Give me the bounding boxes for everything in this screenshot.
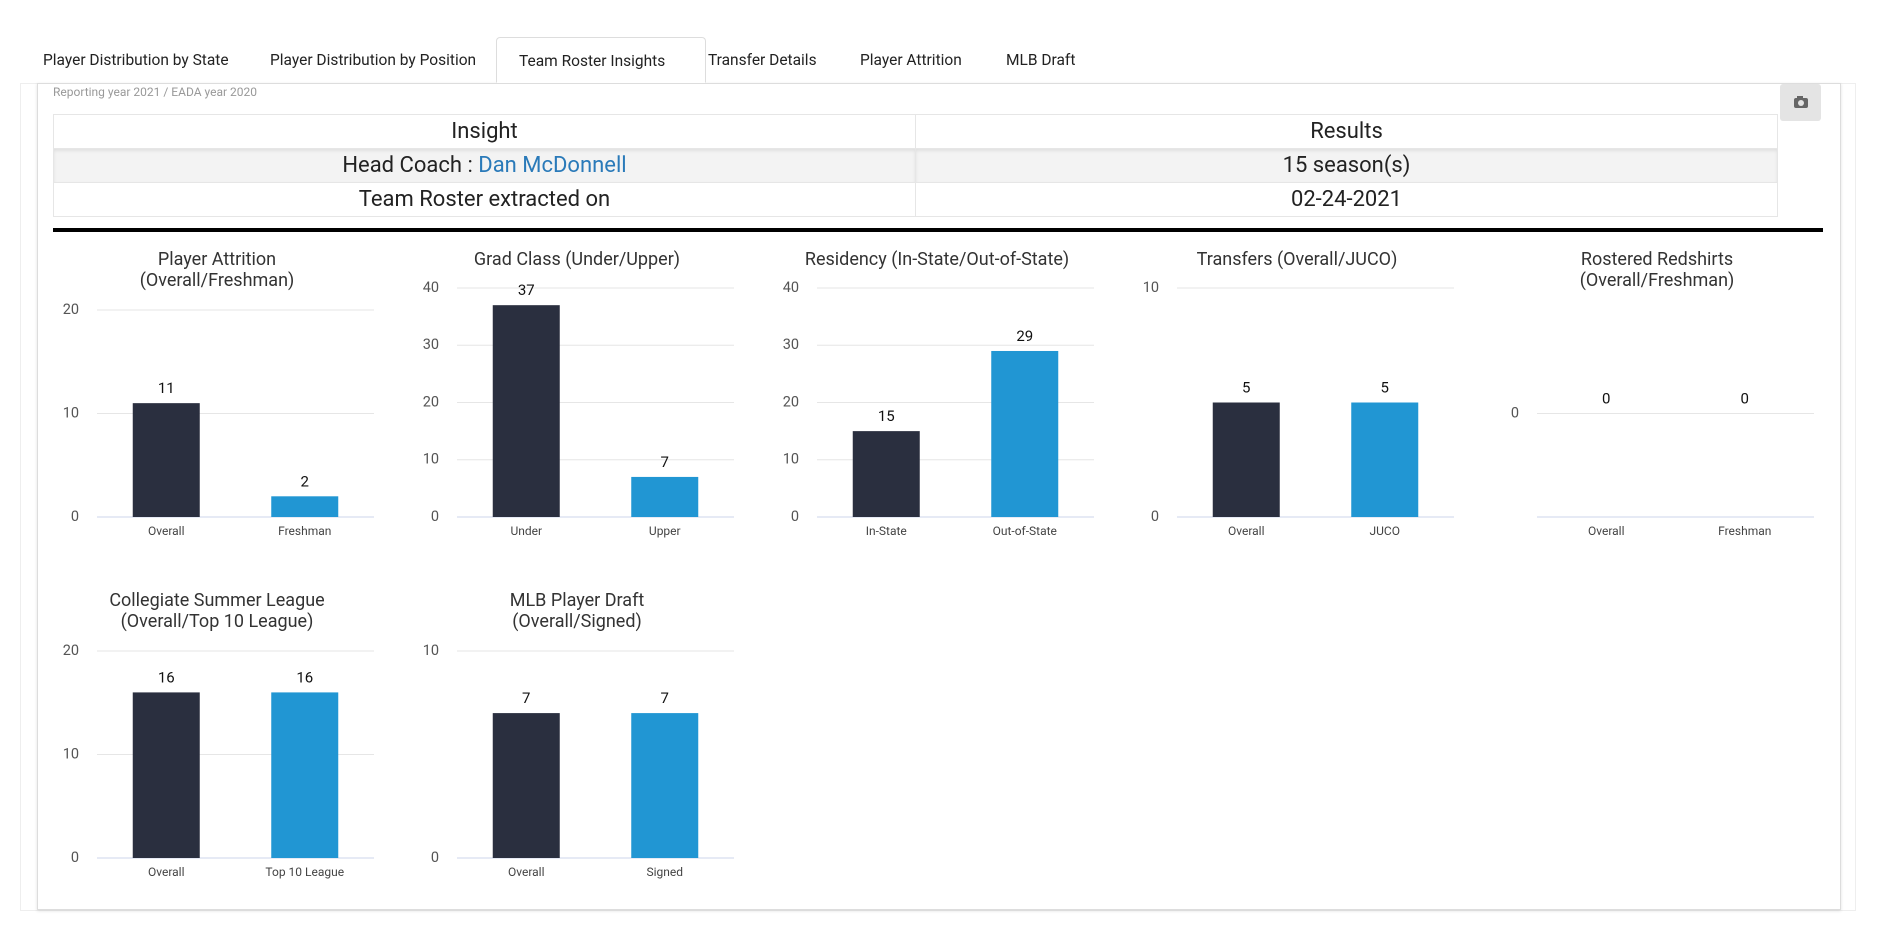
tab-active[interactable]: Team Roster Insights bbox=[496, 37, 706, 83]
camera-icon bbox=[1794, 96, 1808, 108]
header-cell: Insight bbox=[53, 114, 916, 149]
tab[interactable]: Player Attrition bbox=[860, 51, 962, 69]
panel bbox=[37, 83, 1841, 910]
reporting-note: Reporting year 2021 / EADA year 2020 bbox=[53, 85, 258, 99]
coach-link[interactable]: Dan McDonnell bbox=[478, 153, 627, 178]
cell-label: Head Coach : bbox=[342, 153, 473, 178]
divider bbox=[53, 228, 1823, 232]
camera-button[interactable] bbox=[1780, 84, 1821, 121]
header-cell: Results bbox=[915, 114, 1778, 149]
tab[interactable]: MLB Draft bbox=[1006, 51, 1076, 69]
cell: Head Coach : Dan McDonnell bbox=[53, 148, 916, 183]
cell: Team Roster extracted on bbox=[53, 182, 916, 217]
tab[interactable]: Player Distribution by State bbox=[43, 51, 229, 69]
tab[interactable]: Transfer Details bbox=[708, 51, 817, 69]
tab[interactable]: Player Distribution by Position bbox=[270, 51, 477, 69]
cell: 15 season(s) bbox=[915, 148, 1778, 183]
insight-table: Insight Results Head Coach : Dan McDonnel… bbox=[53, 114, 1778, 217]
cell: 02-24-2021 bbox=[915, 182, 1778, 217]
